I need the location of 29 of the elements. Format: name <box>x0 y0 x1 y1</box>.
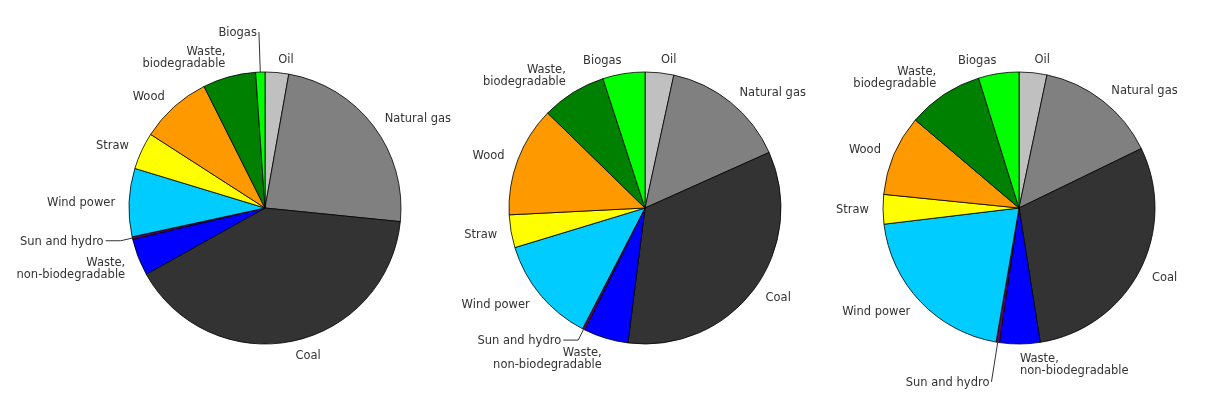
slice-label: Straw <box>464 226 498 241</box>
slice-label: Waste, non-biodegradable <box>1019 351 1129 377</box>
slice-label: Coal <box>765 290 791 305</box>
slice-label: Oil <box>660 51 677 66</box>
slice-label: Waste, biodegradable <box>853 63 937 90</box>
slice-label: Natural gas <box>739 84 806 99</box>
slice-label: Oil <box>1034 51 1050 66</box>
slice-label: Waste, biodegradable <box>142 44 226 71</box>
slice-label: Wind power <box>47 194 116 209</box>
slice-label: Sun and hydro <box>905 374 990 389</box>
slice-label: Coal <box>1152 270 1178 285</box>
slice-label: Waste, biodegradable <box>482 61 566 88</box>
slice-label: Wood <box>132 89 165 104</box>
slice-label: Oil <box>278 51 294 66</box>
slice-label: Wind power <box>842 304 911 319</box>
slice-label: Biogas <box>958 52 997 67</box>
slice-label: Wood <box>472 147 505 162</box>
slice-label: Wind power <box>461 296 530 311</box>
slice-label: Natural gas <box>1111 82 1178 97</box>
slice-label: Straw <box>95 137 129 152</box>
slice-label: Biogas <box>583 52 622 67</box>
slice-label: Natural gas <box>384 110 452 125</box>
slice-label: Straw <box>836 202 870 217</box>
slice-label: Wood <box>848 142 881 157</box>
slice-label: Biogas <box>218 25 257 40</box>
slice-label: Coal <box>295 347 321 362</box>
slice-label: Sun and hydro <box>19 233 104 248</box>
slice-label: Sun and hydro <box>477 333 562 348</box>
slice-label: Waste, non-biodegradable <box>16 255 126 282</box>
